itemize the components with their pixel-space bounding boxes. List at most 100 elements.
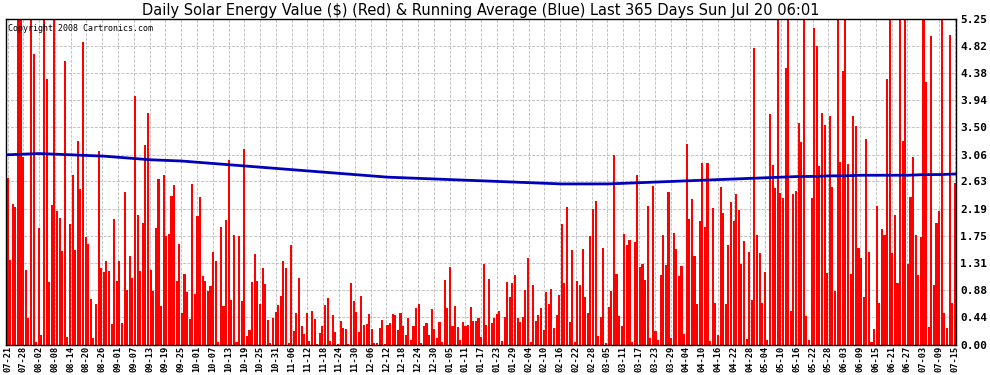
Bar <box>285 268 287 345</box>
Bar <box>488 279 490 345</box>
Bar <box>891 253 893 345</box>
Bar <box>373 343 375 345</box>
Bar <box>646 206 648 345</box>
Bar <box>261 268 263 345</box>
Bar <box>426 323 428 345</box>
Bar <box>665 266 667 345</box>
Bar <box>357 332 360 345</box>
Bar <box>651 186 654 345</box>
Bar <box>186 292 188 345</box>
Bar <box>813 28 816 345</box>
Bar <box>600 317 602 345</box>
Bar <box>295 313 297 345</box>
Bar <box>657 339 659 345</box>
Bar <box>436 339 438 345</box>
Bar <box>680 266 682 345</box>
Bar <box>269 343 271 345</box>
Bar <box>506 282 508 345</box>
Bar <box>402 326 404 345</box>
Bar <box>225 220 227 345</box>
Bar <box>124 192 126 345</box>
Bar <box>953 183 955 345</box>
Bar <box>904 19 907 345</box>
Bar <box>477 318 479 345</box>
Bar <box>550 289 552 345</box>
Bar <box>233 236 235 345</box>
Bar <box>111 324 113 345</box>
Bar <box>522 318 524 345</box>
Bar <box>178 244 180 345</box>
Bar <box>399 314 402 345</box>
Bar <box>58 219 60 345</box>
Bar <box>98 151 100 345</box>
Bar <box>248 330 250 345</box>
Bar <box>490 322 493 345</box>
Bar <box>923 19 925 345</box>
Bar <box>881 229 883 345</box>
Bar <box>738 210 740 345</box>
Bar <box>157 179 159 345</box>
Bar <box>637 175 639 345</box>
Bar <box>381 320 383 345</box>
Bar <box>428 336 430 345</box>
Bar <box>92 338 94 345</box>
Bar <box>480 338 482 345</box>
Bar <box>223 306 225 345</box>
Bar <box>782 198 784 345</box>
Bar <box>451 326 453 345</box>
Bar <box>530 342 532 345</box>
Bar <box>618 316 620 345</box>
Bar <box>624 234 626 345</box>
Bar <box>446 308 448 345</box>
Bar <box>644 280 646 345</box>
Bar <box>365 324 367 345</box>
Bar <box>431 309 433 345</box>
Bar <box>79 189 81 345</box>
Bar <box>514 275 516 345</box>
Bar <box>592 210 594 345</box>
Bar <box>568 322 570 345</box>
Bar <box>152 291 154 345</box>
Bar <box>485 325 487 345</box>
Bar <box>43 19 45 345</box>
Bar <box>659 275 661 345</box>
Bar <box>61 251 63 345</box>
Bar <box>920 237 922 345</box>
Bar <box>865 139 867 345</box>
Bar <box>306 312 308 345</box>
Bar <box>332 315 334 345</box>
Bar <box>264 284 266 345</box>
Bar <box>824 125 826 345</box>
Bar <box>194 294 196 345</box>
Bar <box>701 163 703 345</box>
Bar <box>883 235 885 345</box>
Bar <box>355 312 357 345</box>
Bar <box>829 116 831 345</box>
Bar <box>371 329 373 345</box>
Bar <box>7 178 9 345</box>
Bar <box>525 290 527 345</box>
Bar <box>597 336 599 345</box>
Bar <box>832 187 834 345</box>
Bar <box>834 291 837 345</box>
Bar <box>464 327 466 345</box>
Bar <box>771 165 773 345</box>
Bar <box>282 261 284 345</box>
Bar <box>605 343 607 345</box>
Bar <box>496 314 498 345</box>
Bar <box>420 343 423 345</box>
Bar <box>108 272 110 345</box>
Bar <box>915 235 917 345</box>
Bar <box>821 113 823 345</box>
Bar <box>298 278 300 345</box>
Bar <box>415 308 417 345</box>
Bar <box>928 327 930 345</box>
Bar <box>741 264 742 345</box>
Bar <box>410 340 412 345</box>
Bar <box>693 256 696 345</box>
Bar <box>709 341 711 345</box>
Bar <box>405 335 407 345</box>
Bar <box>274 312 276 345</box>
Bar <box>132 278 134 345</box>
Bar <box>626 244 628 345</box>
